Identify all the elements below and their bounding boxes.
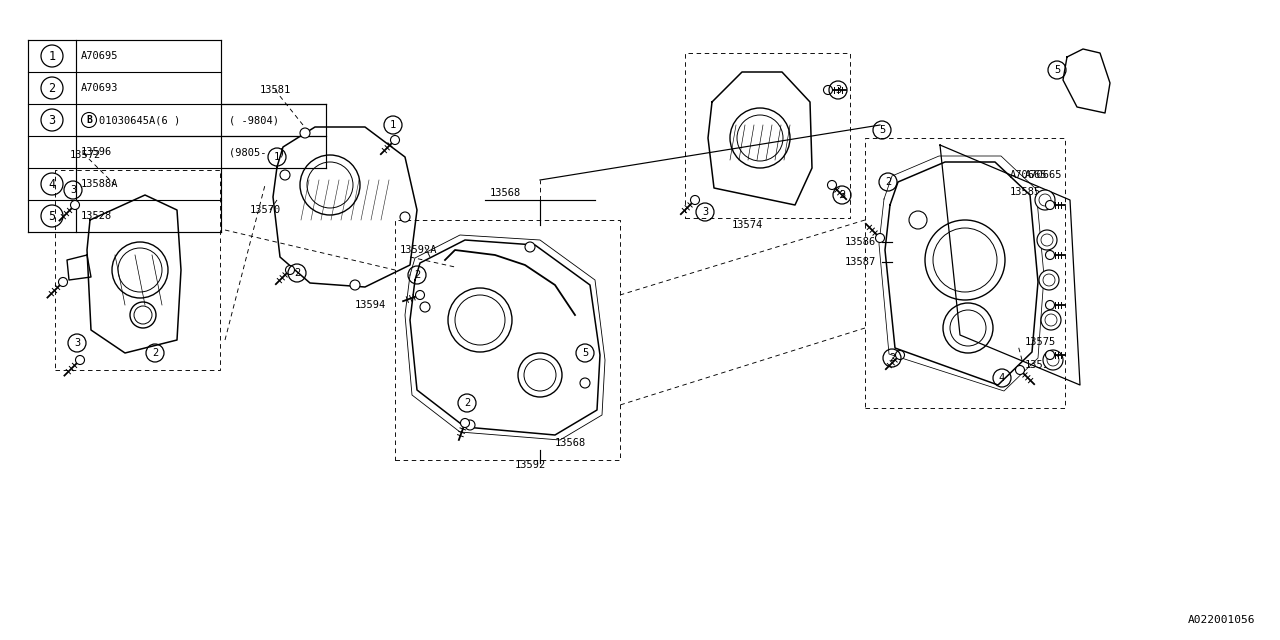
Circle shape xyxy=(896,351,905,360)
Text: 2: 2 xyxy=(413,270,420,280)
Text: 13528: 13528 xyxy=(81,211,113,221)
Circle shape xyxy=(285,266,294,275)
Text: 2: 2 xyxy=(152,348,159,358)
Text: 13570: 13570 xyxy=(250,205,282,215)
Text: B: B xyxy=(86,115,92,125)
Text: 2: 2 xyxy=(294,268,300,278)
Polygon shape xyxy=(1062,49,1110,113)
Circle shape xyxy=(349,280,360,290)
Text: 5: 5 xyxy=(879,125,886,135)
Polygon shape xyxy=(940,145,1080,385)
Circle shape xyxy=(70,200,79,209)
Polygon shape xyxy=(410,240,600,435)
Text: 01030645A(6 ): 01030645A(6 ) xyxy=(99,115,180,125)
Circle shape xyxy=(401,212,410,222)
Text: 3: 3 xyxy=(835,85,841,95)
Text: 13581: 13581 xyxy=(260,85,292,95)
Polygon shape xyxy=(884,162,1038,385)
Circle shape xyxy=(465,420,475,430)
Text: 5: 5 xyxy=(582,348,588,358)
Circle shape xyxy=(59,278,68,287)
Circle shape xyxy=(1046,351,1055,360)
Text: 13596: 13596 xyxy=(81,147,113,157)
Text: 13592: 13592 xyxy=(515,460,547,470)
Polygon shape xyxy=(87,195,180,353)
Text: A70695: A70695 xyxy=(81,51,119,61)
Text: 2: 2 xyxy=(463,398,470,408)
Text: 3: 3 xyxy=(74,338,81,348)
Circle shape xyxy=(76,355,84,365)
Text: A70693: A70693 xyxy=(81,83,119,93)
Circle shape xyxy=(1046,301,1055,310)
Text: 1: 1 xyxy=(390,120,396,130)
Text: 3: 3 xyxy=(49,113,55,127)
Circle shape xyxy=(420,302,430,312)
Circle shape xyxy=(1039,270,1059,290)
Circle shape xyxy=(1015,365,1024,374)
Text: 13587: 13587 xyxy=(845,257,877,267)
Circle shape xyxy=(1041,310,1061,330)
Polygon shape xyxy=(273,127,417,287)
Text: ( -9804): ( -9804) xyxy=(229,115,279,125)
Text: 13575: 13575 xyxy=(1025,337,1056,347)
Text: 1: 1 xyxy=(49,49,55,63)
Circle shape xyxy=(390,136,399,145)
Circle shape xyxy=(300,128,310,138)
Text: 13586: 13586 xyxy=(845,237,877,247)
Text: 3: 3 xyxy=(838,190,845,200)
Circle shape xyxy=(1046,200,1055,209)
Circle shape xyxy=(1046,250,1055,259)
Text: 13585: 13585 xyxy=(1010,187,1041,197)
Circle shape xyxy=(827,180,837,189)
Circle shape xyxy=(280,170,291,180)
Text: 13574: 13574 xyxy=(732,220,763,230)
Circle shape xyxy=(580,378,590,388)
Text: 13594: 13594 xyxy=(355,300,387,310)
Polygon shape xyxy=(67,255,91,280)
Circle shape xyxy=(690,195,699,205)
Circle shape xyxy=(876,234,884,243)
Text: 3: 3 xyxy=(701,207,708,217)
Text: 4: 4 xyxy=(49,177,55,191)
Circle shape xyxy=(525,242,535,252)
Circle shape xyxy=(1043,350,1062,370)
Text: 13592: 13592 xyxy=(1025,360,1056,370)
Text: 2: 2 xyxy=(888,353,895,363)
Text: 5: 5 xyxy=(49,209,55,223)
Circle shape xyxy=(1037,230,1057,250)
Text: 1: 1 xyxy=(274,152,280,162)
Text: 5: 5 xyxy=(1053,65,1060,75)
Text: 3: 3 xyxy=(70,185,76,195)
Text: 13572: 13572 xyxy=(70,150,101,160)
Circle shape xyxy=(823,86,832,95)
Text: 13568: 13568 xyxy=(556,438,586,448)
Circle shape xyxy=(1036,190,1055,210)
Text: 2: 2 xyxy=(49,81,55,95)
Text: 13588A: 13588A xyxy=(81,179,119,189)
Text: A70665: A70665 xyxy=(1025,170,1062,180)
Circle shape xyxy=(416,291,425,300)
Text: 4: 4 xyxy=(998,373,1005,383)
Circle shape xyxy=(461,419,470,428)
Text: A022001056: A022001056 xyxy=(1188,615,1254,625)
Text: (9805-  ): (9805- ) xyxy=(229,147,285,157)
Text: 13568: 13568 xyxy=(490,188,521,198)
Text: 2: 2 xyxy=(884,177,891,187)
Text: A70665: A70665 xyxy=(1010,170,1047,180)
Text: 13592A: 13592A xyxy=(401,245,438,255)
Polygon shape xyxy=(708,72,812,205)
